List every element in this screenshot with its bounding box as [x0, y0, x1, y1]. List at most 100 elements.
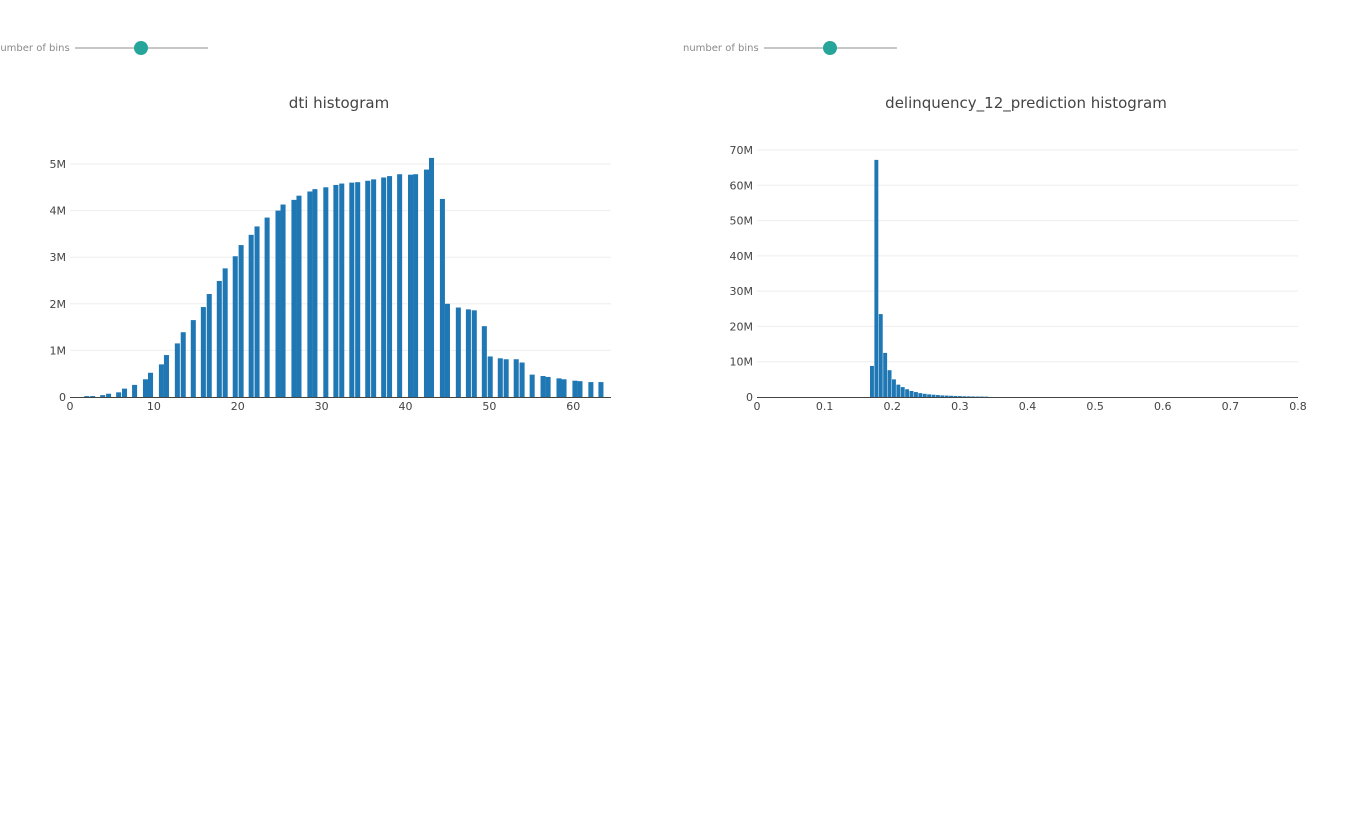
histogram-bar[interactable]: [519, 362, 525, 397]
histogram-bar[interactable]: [264, 217, 270, 397]
histogram-bar[interactable]: [275, 210, 281, 397]
histogram-bar[interactable]: [381, 177, 387, 397]
histogram-bar[interactable]: [918, 393, 923, 397]
bins-slider-track[interactable]: [74, 41, 208, 55]
histogram-bar[interactable]: [428, 157, 435, 397]
histogram-bar[interactable]: [238, 245, 244, 397]
histogram-bar[interactable]: [962, 396, 967, 397]
histogram-bar[interactable]: [561, 379, 567, 397]
histogram-bar[interactable]: [106, 393, 112, 397]
histogram-bar[interactable]: [222, 268, 228, 397]
histogram-bar[interactable]: [148, 372, 154, 397]
histogram-bar[interactable]: [307, 191, 313, 397]
histogram-bar[interactable]: [465, 309, 471, 397]
histogram-bar[interactable]: [966, 396, 971, 397]
histogram-bar[interactable]: [905, 389, 910, 397]
x-tick-label: 0.4: [1019, 400, 1037, 413]
histogram-bar[interactable]: [116, 392, 122, 397]
histogram-bar[interactable]: [100, 395, 106, 397]
histogram-bar[interactable]: [953, 395, 958, 397]
histogram-bar[interactable]: [291, 199, 297, 397]
histogram-bar[interactable]: [333, 184, 339, 397]
histogram-bar[interactable]: [216, 280, 222, 397]
histogram-bar[interactable]: [944, 395, 949, 397]
histogram-bar[interactable]: [371, 179, 377, 397]
histogram-bar[interactable]: [397, 174, 403, 397]
histogram-bar[interactable]: [312, 189, 318, 397]
histogram-bar[interactable]: [254, 226, 260, 397]
histogram-bar[interactable]: [949, 395, 954, 397]
histogram-bar[interactable]: [158, 364, 164, 397]
histogram-bar[interactable]: [927, 394, 932, 397]
histogram-bar[interactable]: [296, 195, 302, 397]
histogram-bar[interactable]: [248, 234, 254, 397]
histogram-bar[interactable]: [365, 180, 371, 397]
histogram-bar[interactable]: [556, 378, 562, 397]
histogram-bar[interactable]: [913, 392, 918, 397]
bins-slider-thumb[interactable]: [823, 41, 838, 55]
histogram-bar[interactable]: [200, 307, 206, 397]
histogram-bar[interactable]: [439, 198, 445, 397]
histogram-bar[interactable]: [339, 183, 345, 397]
histogram-bar[interactable]: [180, 332, 186, 397]
histogram-bar[interactable]: [90, 396, 96, 397]
histogram-bar[interactable]: [122, 388, 128, 397]
histogram-bar[interactable]: [577, 381, 583, 397]
histogram-bar[interactable]: [891, 379, 896, 397]
histogram-bar[interactable]: [922, 393, 927, 397]
histogram-bar[interactable]: [444, 303, 450, 397]
histogram-bar[interactable]: [957, 396, 962, 397]
histogram-bar[interactable]: [280, 204, 286, 397]
y-tick-label: 60M: [730, 179, 754, 192]
histogram-bar[interactable]: [163, 355, 169, 397]
histogram-bar[interactable]: [588, 382, 594, 397]
histogram-bar[interactable]: [487, 356, 493, 397]
histogram-bar[interactable]: [883, 352, 888, 397]
histogram-bar[interactable]: [887, 370, 892, 397]
histogram-bar[interactable]: [971, 396, 976, 397]
histogram-bar[interactable]: [132, 384, 138, 397]
histogram-bar[interactable]: [900, 387, 905, 397]
histogram-bar[interactable]: [174, 343, 180, 397]
x-tick-label: 0: [67, 400, 74, 413]
histogram-bar[interactable]: [423, 169, 429, 397]
x-tick-label: 0.7: [1222, 400, 1240, 413]
histogram-bar[interactable]: [387, 176, 393, 397]
histogram-bar[interactable]: [540, 376, 546, 397]
histogram-bar[interactable]: [232, 256, 238, 397]
histogram-bar[interactable]: [408, 174, 414, 397]
bins-slider-thumb[interactable]: [134, 41, 149, 55]
histogram-bar[interactable]: [84, 396, 90, 397]
histogram-bar[interactable]: [931, 394, 936, 397]
histogram-bar[interactable]: [190, 320, 196, 397]
histogram-bar[interactable]: [572, 380, 578, 397]
histogram-bar[interactable]: [503, 359, 509, 397]
histogram-bar[interactable]: [323, 187, 329, 397]
histogram-bar[interactable]: [497, 358, 503, 397]
histogram-bar[interactable]: [878, 314, 883, 397]
histogram-bar[interactable]: [142, 379, 149, 397]
histogram-bar[interactable]: [935, 395, 940, 397]
bins-slider-track[interactable]: [763, 41, 897, 55]
histogram-bar[interactable]: [870, 365, 874, 397]
histogram-bar[interactable]: [940, 395, 945, 397]
histogram-bar[interactable]: [513, 359, 519, 397]
histogram-bar[interactable]: [545, 376, 551, 397]
histogram-bar[interactable]: [481, 326, 487, 397]
bins-slider-label: number of bins: [683, 42, 759, 54]
histogram-bar[interactable]: [413, 174, 419, 397]
histogram-bar[interactable]: [355, 182, 361, 397]
histogram-bar[interactable]: [206, 294, 212, 397]
y-tick-label: 0: [59, 391, 66, 404]
histogram-bar[interactable]: [896, 384, 901, 397]
histogram-bar[interactable]: [349, 182, 355, 397]
x-tick-label: 60: [566, 400, 580, 413]
histogram-bar[interactable]: [874, 159, 879, 397]
histogram-bar[interactable]: [471, 310, 477, 397]
histogram-bar[interactable]: [598, 382, 604, 397]
histogram-bar[interactable]: [455, 307, 461, 397]
x-tick-label: 0.5: [1086, 400, 1104, 413]
bins-slider-label: number of bins: [0, 42, 70, 54]
histogram-bar[interactable]: [529, 374, 535, 397]
histogram-bar[interactable]: [909, 391, 914, 397]
